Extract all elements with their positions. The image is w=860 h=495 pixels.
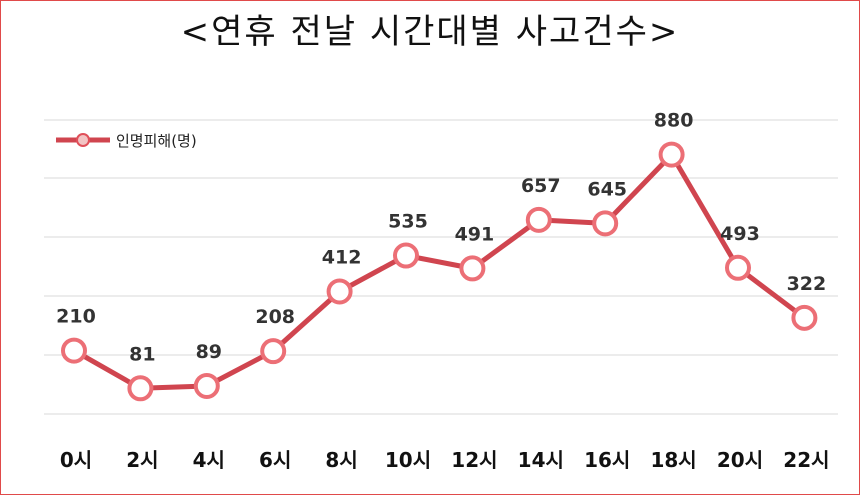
data-point	[725, 254, 751, 281]
data-label: 81	[129, 343, 155, 365]
data-point	[658, 141, 685, 168]
data-point	[592, 210, 619, 237]
data-point	[193, 372, 220, 399]
legend-label: 인명피해(명)	[116, 132, 197, 150]
x-tick-label: 12시	[451, 448, 497, 472]
data-label: 493	[720, 223, 760, 245]
data-point	[61, 337, 87, 364]
x-tick-label: 14시	[518, 448, 564, 472]
data-label: 645	[587, 178, 627, 200]
data-point	[127, 375, 154, 402]
data-label: 412	[322, 246, 362, 268]
points-group	[61, 141, 818, 402]
x-tick-label: 8시	[325, 448, 357, 472]
data-point	[459, 255, 486, 282]
gridlines	[44, 119, 838, 415]
data-label: 535	[388, 211, 428, 233]
data-point	[525, 206, 552, 233]
x-tick-label: 18시	[650, 448, 696, 472]
data-label: 880	[654, 110, 694, 132]
x-tick-label: 22시	[783, 448, 829, 472]
series-line	[72, 152, 806, 391]
data-point	[260, 338, 287, 365]
x-tick-label: 0시	[60, 448, 92, 472]
x-tick-label: 20시	[717, 448, 763, 472]
data-point	[326, 278, 353, 305]
data-point	[393, 242, 419, 269]
x-tick-label: 6시	[259, 448, 291, 472]
data-label: 491	[455, 223, 495, 245]
data-label: 208	[255, 306, 295, 328]
chart-title: <연휴 전날 시간대별 사고건수>	[180, 12, 680, 52]
data-label: 657	[521, 175, 561, 197]
x-tick-label: 4시	[193, 448, 225, 472]
data-label: 210	[56, 306, 96, 328]
data-labels: 210 81 89 208 412 535 491 657 645 880 493 322	[56, 110, 826, 366]
x-tick-label: 16시	[584, 448, 630, 472]
data-label: 89	[196, 341, 222, 363]
x-tick-label: 10시	[385, 448, 431, 472]
x-tick-label: 2시	[126, 448, 158, 472]
x-tick-labels: 0시 2시 4시 6시 8시 10시 12시 14시 16시 18시 20시 22시	[60, 448, 830, 472]
legend-marker	[76, 133, 90, 147]
data-label: 322	[787, 273, 827, 295]
legend: 인명피해(명)	[56, 132, 197, 150]
data-point	[791, 304, 818, 331]
series-group	[72, 152, 806, 391]
